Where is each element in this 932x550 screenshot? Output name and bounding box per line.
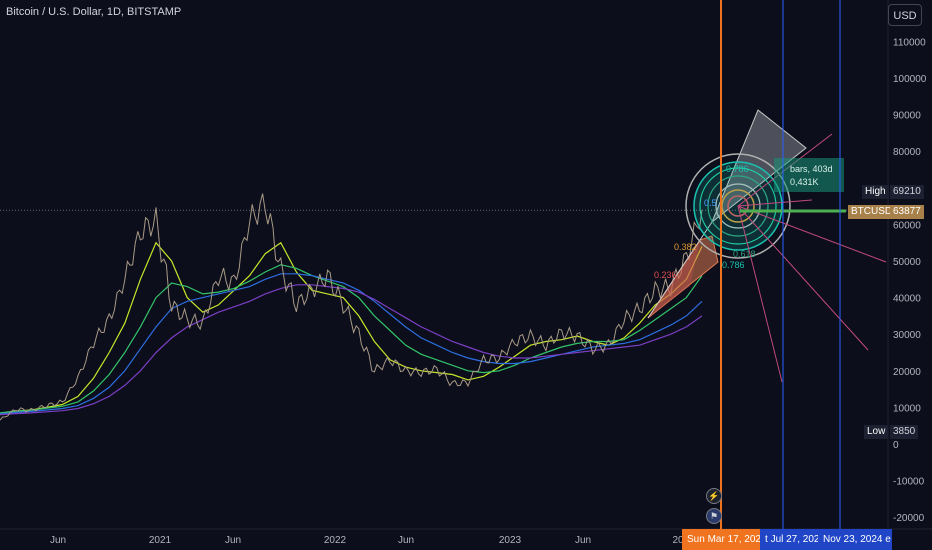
y-tick-label: 0: [893, 440, 899, 451]
x-tick-label: Jun: [225, 535, 241, 546]
fan-ray: [737, 205, 783, 383]
last-label-tag: BTCUSD: [848, 205, 896, 219]
moving-average-line: [0, 273, 703, 415]
symbol-title: Bitcoin / U.S. Dollar, 1D, BITSTAMP: [6, 6, 182, 18]
fib-level-label: 0.5: [704, 198, 717, 208]
moving-average-line: [0, 241, 703, 416]
marker-b-tag: Nov 23, 2024 e: [818, 529, 892, 550]
y-tick-label: 10000: [893, 403, 921, 414]
fib-circle: [707, 175, 769, 237]
moving-average-line: [0, 264, 703, 414]
fib-level-label: 0.618: [733, 249, 756, 259]
y-tick-label: 110000: [893, 37, 926, 48]
y-tick-label: 30000: [893, 330, 921, 341]
x-tick-label: 2022: [324, 535, 347, 546]
measure-text: 0,431K: [790, 177, 819, 187]
lightning-event-icon[interactable]: ⚡: [706, 488, 722, 504]
x-tick-label: 20: [672, 535, 684, 546]
y-tick-label: 50000: [893, 257, 921, 268]
marker-a-partial: t: [765, 534, 768, 545]
high-label-tag: High: [862, 185, 889, 199]
flag-event-icon[interactable]: ⚑: [706, 508, 722, 524]
y-tick-label: 90000: [893, 111, 921, 122]
fan-ray: [737, 205, 869, 351]
y-tick-label: 60000: [893, 220, 921, 231]
low-label-tag: Low: [864, 425, 889, 439]
y-tick-label: 20000: [893, 367, 921, 378]
plot-background: [0, 0, 932, 529]
measure-text: bars, 403d: [790, 164, 833, 174]
marker-b-suffix: e: [885, 534, 891, 545]
x-tick-label: Jun: [575, 535, 591, 546]
last-value-tag: 63877: [890, 205, 924, 219]
fib-level-label: 0.786: [726, 164, 749, 174]
measure-box: [774, 158, 844, 192]
x-tick-label: 2023: [499, 535, 522, 546]
fib-circle: [715, 183, 761, 229]
marker-a-date: Jul 27, 2024: [770, 534, 826, 545]
marker-b-date: Nov 23, 2024: [823, 534, 883, 545]
fib-circle: [693, 161, 783, 251]
x-tick-label: Jun: [50, 535, 66, 546]
y-tick-label: 100000: [893, 74, 927, 85]
y-tick-label: -20000: [893, 513, 925, 524]
fib-level-label: 0.382: [674, 242, 697, 252]
cursor-date-tag: Sun Mar 17, 2024: [682, 529, 767, 550]
currency-button[interactable]: USD: [888, 4, 922, 26]
x-tick-label: 2021: [149, 535, 172, 546]
fan-ray: [737, 205, 887, 263]
high-value-tag: 69210: [890, 185, 924, 199]
fib-level-label: 0.236: [654, 270, 677, 280]
x-tick-label: Jun: [398, 535, 414, 546]
y-tick-label: -10000: [893, 477, 925, 488]
y-tick-label: 40000: [893, 294, 921, 305]
fib-trendline: [647, 221, 713, 319]
y-tick-label: 80000: [893, 147, 921, 158]
fib-circle: [727, 195, 749, 217]
fib-circle: [685, 153, 791, 259]
fib-circle: [699, 167, 777, 245]
fan-ray: [737, 199, 813, 207]
moving-average-line: [0, 284, 703, 416]
price-series-line: [0, 193, 703, 421]
fib-level-label: 0.786: [722, 260, 745, 270]
low-value-tag: 3850: [890, 425, 919, 439]
